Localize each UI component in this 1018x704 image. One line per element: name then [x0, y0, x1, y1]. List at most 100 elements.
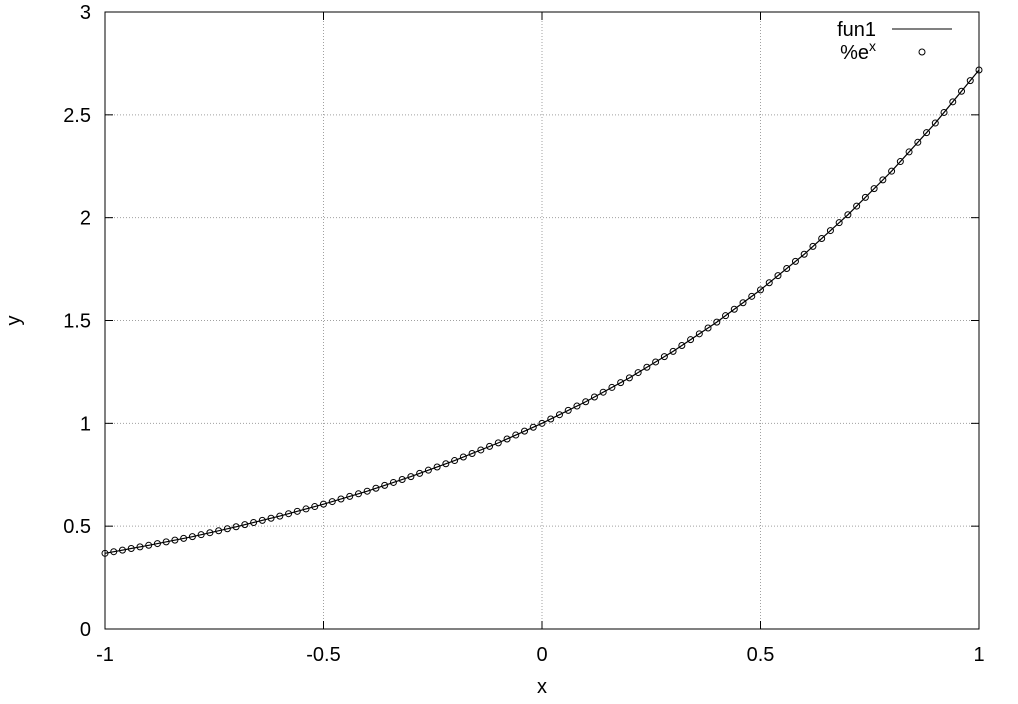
data-point-interp: [486, 442, 494, 450]
data-point-interp: [416, 469, 424, 477]
legend-label-fun1: fun1: [837, 19, 876, 41]
data-point-interp: [652, 358, 660, 366]
data-point-interp: [521, 427, 529, 435]
data-point-interp: [398, 476, 406, 484]
data-point-interp: [835, 219, 843, 227]
data-point-interp: [958, 87, 966, 95]
data-point-interp: [791, 257, 799, 265]
x-tick-label: 1: [973, 644, 984, 666]
data-point-interp: [634, 369, 642, 377]
data-point: [669, 347, 677, 355]
data-point: [625, 374, 633, 382]
data-point-interp: [258, 516, 266, 524]
data-point-interp: [905, 148, 913, 156]
data-point-interp: [381, 481, 389, 489]
y-tick-label: 1.5: [63, 311, 91, 333]
series-layer: [101, 66, 983, 557]
x-tick-label: 0.5: [747, 644, 775, 666]
data-point-interp: [966, 77, 974, 85]
data-point-interp: [861, 193, 869, 201]
data-point-interp: [153, 540, 161, 548]
data-point-interp: [896, 158, 904, 166]
x-tick-label: -1: [96, 644, 114, 666]
data-point: [320, 500, 327, 508]
data-point-interp: [206, 529, 214, 537]
data-point-interp: [643, 363, 651, 371]
grid: [105, 12, 979, 629]
data-point-interp: [346, 492, 354, 500]
data-point-interp: [704, 324, 712, 332]
data-point-interp: [940, 108, 948, 116]
data-point-interp: [311, 503, 319, 511]
data-point-interp: [267, 514, 275, 522]
data-point-interp: [555, 411, 563, 419]
data-point-interp: [171, 536, 179, 544]
data-point-interp: [197, 531, 205, 539]
data-point: [276, 512, 284, 520]
data-point: [363, 487, 371, 495]
data-point-interp: [389, 478, 397, 486]
data-point-interp: [599, 388, 607, 396]
x-axis-label: x: [537, 676, 547, 698]
data-point-interp: [337, 495, 345, 503]
data-point: [538, 419, 546, 427]
data-point-interp: [223, 525, 231, 533]
data-point-interp: [302, 505, 310, 513]
data-point-interp: [617, 379, 625, 387]
data-point: [407, 473, 415, 481]
data-point-interp: [590, 393, 598, 401]
data-point-interp: [660, 353, 668, 361]
x-tick-label: -0.5: [306, 644, 340, 666]
data-point-interp: [608, 383, 616, 391]
data-point-interp: [914, 138, 922, 146]
data-point: [844, 211, 852, 219]
data-point-interp: [564, 406, 572, 414]
data-point-interp: [372, 484, 380, 492]
data-point: [145, 541, 153, 549]
y-tick-label: 1: [80, 413, 91, 435]
data-point-interp: [730, 305, 738, 313]
legend: fun1 %ex: [837, 19, 952, 64]
data-point-interp: [468, 449, 476, 457]
data-point-interp: [241, 521, 249, 529]
data-point-interp: [826, 227, 834, 235]
data-point-interp: [328, 498, 336, 506]
legend-marker-exp: [918, 48, 926, 56]
data-point: [232, 523, 240, 531]
data-point-interp: [853, 202, 861, 210]
data-point-interp: [573, 402, 581, 410]
data-point-interp: [870, 185, 878, 193]
data-point-interp: [503, 435, 511, 443]
data-point-interp: [748, 292, 756, 300]
y-tick-label: 2.5: [63, 105, 91, 127]
legend-label-exp: %ex: [840, 38, 876, 64]
data-point: [800, 250, 808, 258]
data-point-interp: [433, 463, 441, 471]
data-point-interp: [529, 423, 537, 431]
data-point-interp: [879, 176, 887, 184]
y-axis-label: y: [3, 316, 25, 326]
data-point-interp: [512, 431, 520, 439]
y-tick-label: 3: [80, 2, 91, 24]
data-point-interp: [695, 330, 703, 338]
data-point-interp: [162, 538, 170, 546]
data-point-interp: [293, 507, 301, 515]
data-point-interp: [442, 460, 450, 468]
plot-border: [104, 11, 980, 630]
data-point-interp: [678, 342, 686, 350]
data-point-interp: [783, 265, 791, 273]
y-tick-label: 0: [80, 619, 91, 641]
data-point-interp: [127, 545, 135, 553]
data-point-interp: [459, 453, 467, 461]
x-tick-label: 0: [536, 644, 547, 666]
data-point-interp: [118, 546, 126, 554]
data-point-interp: [110, 548, 118, 556]
data-point-interp: [739, 299, 747, 307]
data-point-interp: [477, 446, 485, 454]
data-point-interp: [774, 272, 782, 280]
data-point-interp: [136, 543, 144, 551]
y-tick-label: 2: [80, 208, 91, 230]
data-point-interp: [949, 98, 957, 106]
